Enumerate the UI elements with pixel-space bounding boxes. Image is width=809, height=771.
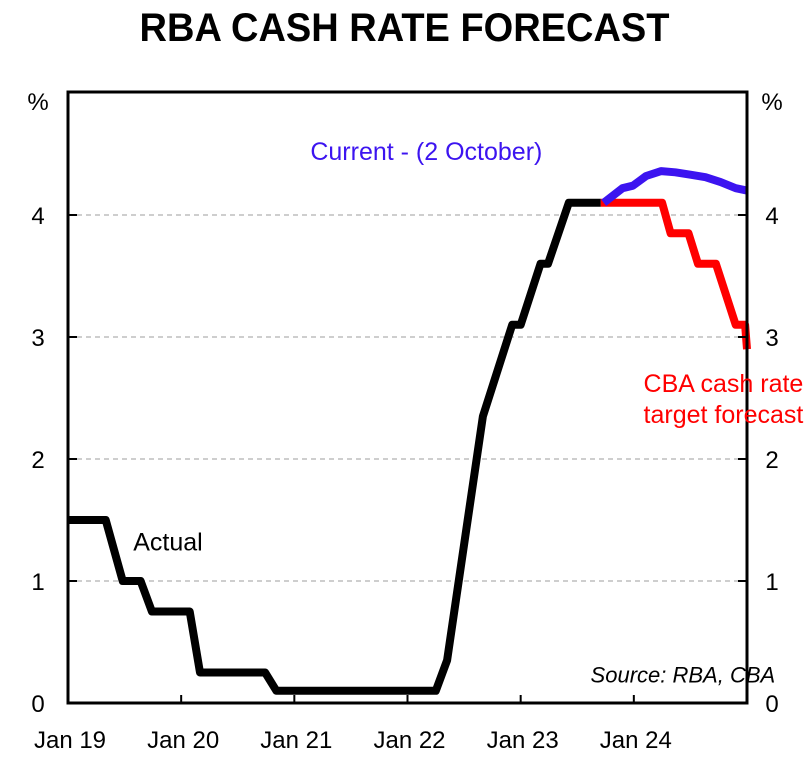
y-tick-label-left: 4 <box>31 203 44 230</box>
y-tick-label-left: 1 <box>31 569 44 596</box>
annotation-label: Actual <box>133 529 202 557</box>
y-tick-label-right: 2 <box>765 447 778 474</box>
annotation-line: CBA cash rate <box>644 370 804 398</box>
y-tick-label-right: 3 <box>765 325 778 352</box>
y-axis-label-right: % <box>761 89 782 116</box>
y-tick-label-left: 3 <box>31 325 44 352</box>
series-line-actual <box>68 198 601 695</box>
x-tick-label: Jan 24 <box>600 727 672 754</box>
x-tick-label: Jan 21 <box>260 727 332 754</box>
y-tick-label-left: 0 <box>31 691 44 718</box>
annotation-label: Current - (2 October) <box>310 138 542 166</box>
series-line-cba-cash-rate-target-forecast <box>600 198 751 350</box>
gridlines <box>68 214 747 582</box>
annotation-label: CBA cash rate target forecast <box>644 370 804 429</box>
axis-labels: 0 0 1 1 2 2 3 3 4 4 Jan 19 Jan 20 Jan 21 Jan 22 Jan 23… <box>31 203 778 754</box>
y-tick-label-right: 0 <box>765 691 778 718</box>
y-tick-label-left: 2 <box>31 447 44 474</box>
x-tick-label: Jan 20 <box>147 727 219 754</box>
chart-title: RBA CASH RATE FORECAST <box>139 6 670 50</box>
source-note: Source: RBA, CBA <box>591 662 776 687</box>
axis-ticks <box>68 214 747 704</box>
x-tick-label: Jan 19 <box>34 727 106 754</box>
y-tick-label-right: 4 <box>765 203 778 230</box>
series-lines <box>68 167 751 695</box>
y-axis-label-left: % <box>27 89 48 116</box>
y-tick-label-right: 1 <box>765 569 778 596</box>
series-line-current-2-october <box>601 167 748 206</box>
annotations: Current - (2 October) Actual CBA cash rate… <box>133 138 803 687</box>
x-tick-label: Jan 23 <box>487 727 559 754</box>
x-tick-label: Jan 22 <box>373 727 445 754</box>
annotation-line: target forecast <box>644 401 804 429</box>
